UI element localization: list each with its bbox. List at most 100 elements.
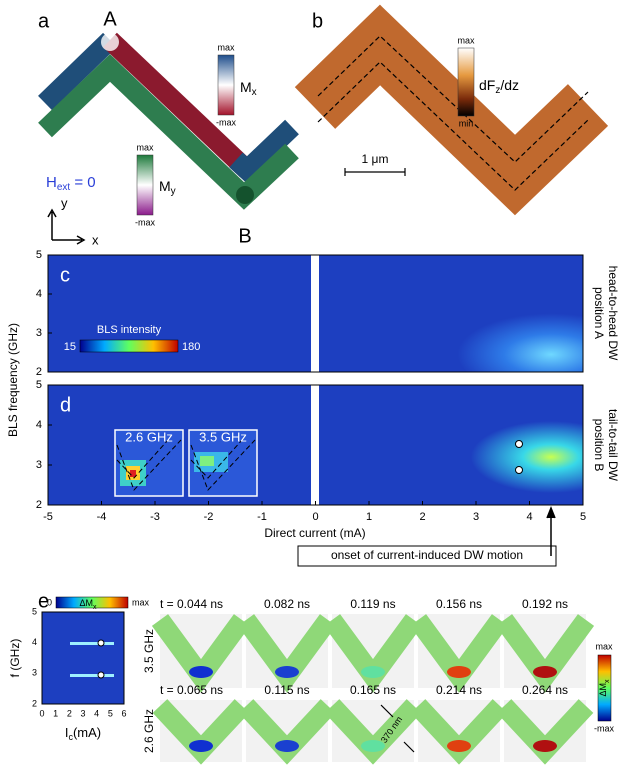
mode: [447, 740, 471, 752]
axis-name: x: [92, 232, 99, 247]
x-tick-label: 0: [39, 708, 44, 718]
x-axis-label: Direct current (mA): [264, 526, 365, 540]
mode: [533, 740, 557, 752]
annotation: onset of current-induced DW motion: [331, 548, 523, 562]
y-tick-label: 3: [36, 459, 42, 471]
colorbar: [137, 155, 153, 215]
time-label: 0.115 ns: [264, 683, 309, 697]
colorbar-max: max: [595, 641, 613, 651]
side-label: position A: [592, 287, 606, 339]
colorbar-min: 15: [64, 341, 76, 353]
x-tick-label: 0: [312, 511, 318, 523]
scale-label: 1 μm: [362, 152, 389, 166]
y-tick-label: 2: [32, 698, 37, 708]
point-label: B: [238, 225, 251, 247]
heatmap: [42, 612, 124, 704]
x-tick-label: 1: [53, 708, 58, 718]
mode: [189, 666, 213, 678]
time-label: 0.119 ns: [350, 597, 395, 611]
suffix: /dz: [500, 77, 519, 93]
inset-label: 3.5 GHz: [199, 429, 247, 444]
colorbar-label: My: [159, 178, 176, 197]
heatmap: [316, 255, 583, 372]
x-tick-label: 2: [67, 708, 72, 718]
colorbar-min: 0: [47, 597, 52, 607]
x-tick-label: 4: [526, 511, 532, 523]
x-tick-label: 6: [121, 708, 126, 718]
x-tick-label: -1: [257, 511, 267, 523]
panel-label: c: [60, 264, 70, 286]
marker: [516, 467, 523, 474]
x-tick-label: -2: [204, 511, 214, 523]
row-label: 2.6 GHz: [142, 709, 156, 753]
mode: [533, 666, 557, 678]
x-tick-label: 1: [366, 511, 372, 523]
value: = 0: [70, 174, 95, 191]
band: [70, 674, 114, 677]
colorbar-min: -max: [135, 217, 155, 227]
colorbar-label: Mx: [240, 79, 257, 98]
symbol: ΔM: [79, 598, 93, 608]
side-label: position B: [592, 419, 606, 472]
symbol: M: [240, 79, 252, 95]
x-tick-label: 5: [108, 708, 113, 718]
x-axis-label: Ic(mA): [65, 725, 101, 742]
x-tick-label: -4: [97, 511, 107, 523]
x-tick-label: 2: [419, 511, 425, 523]
subscript: x: [252, 87, 257, 98]
time-label: 0.082 ns: [264, 597, 310, 611]
y-tick-label: 4: [32, 637, 37, 647]
colorbar-min: min: [459, 118, 474, 128]
colorbar-max: 180: [182, 341, 200, 353]
scale-bar: [345, 168, 405, 176]
colorbar-label: dFz/dz: [479, 77, 519, 96]
x-tick-label: 4: [94, 708, 99, 718]
y-tick-label: 5: [36, 249, 42, 261]
mode: [275, 666, 299, 678]
x-tick-label: 3: [80, 708, 85, 718]
subscript: x: [93, 604, 97, 611]
marker: [98, 672, 104, 678]
subscript: y: [171, 186, 176, 197]
point-label: A: [103, 8, 117, 30]
y-axis-label: BLS frequency (GHz): [6, 323, 20, 437]
y-tick-label: 4: [36, 419, 42, 431]
unit: (mA): [73, 725, 101, 740]
side-label: tail-to-tail DW: [606, 409, 620, 482]
panel-label: d: [60, 394, 71, 416]
x-tick-label: -3: [150, 511, 160, 523]
mode: [361, 666, 385, 678]
time-label: 0.192 ns: [522, 597, 568, 611]
axes-icon: [48, 210, 84, 244]
colorbar-min: -max: [594, 723, 614, 733]
time-label: 0.156 ns: [436, 597, 482, 611]
heatmap: [316, 385, 583, 505]
row-label: 3.5 GHz: [142, 629, 156, 673]
subscript: x: [604, 679, 611, 683]
inset-map: [130, 470, 136, 477]
colorbar: [218, 55, 234, 115]
y-tick-label: 5: [36, 379, 42, 391]
y-axis-label: f (GHz): [8, 639, 22, 678]
axis-name: y: [61, 195, 68, 210]
symbol: H: [46, 174, 57, 191]
marker: [516, 441, 523, 448]
gap: [311, 255, 319, 505]
x-tick-label: -5: [43, 511, 53, 523]
y-tick-label: 3: [36, 327, 42, 339]
band: [70, 642, 114, 645]
y-tick-label: 5: [32, 606, 37, 616]
strip: [315, 45, 588, 175]
side-label: head-to-head DW: [606, 266, 620, 361]
colorbar: [458, 48, 474, 116]
y-tick-label: 2: [36, 499, 42, 511]
colorbar: [80, 340, 178, 352]
x-tick-label: 3: [473, 511, 479, 523]
field-label: Hext = 0: [46, 174, 96, 193]
symbol: M: [159, 178, 171, 194]
symbol: ΔM: [598, 683, 608, 697]
y-tick-label: 3: [32, 668, 37, 678]
figure: a A max -max Mx max -max My Hext = 0 y x…: [0, 0, 623, 766]
colorbar-min: -max: [216, 117, 236, 127]
time-label: t = 0.044 ns: [160, 597, 223, 611]
